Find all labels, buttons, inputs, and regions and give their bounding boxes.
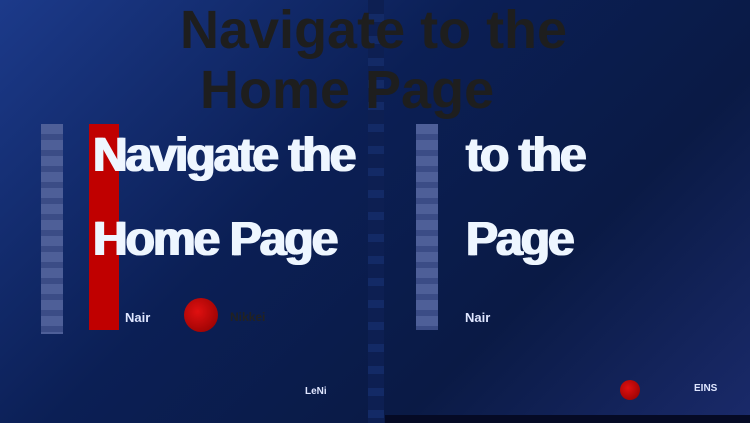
bottom-red-logo-icon bbox=[620, 380, 640, 400]
left-headline-line1: Navigate the bbox=[92, 129, 355, 182]
bottom-band bbox=[385, 415, 750, 423]
left-brand-logo: Nair bbox=[125, 310, 151, 325]
left-stripe bbox=[41, 124, 63, 334]
right-brand-logo: Nair bbox=[465, 310, 491, 325]
right-headline-line1: to the bbox=[465, 129, 586, 182]
bottom-left-logo: LeNi bbox=[305, 386, 327, 397]
accent-bar bbox=[89, 124, 119, 330]
left-headline-line2: Home Page bbox=[92, 213, 337, 266]
right-stripe bbox=[416, 124, 438, 330]
right-headline-line2: Page bbox=[465, 213, 574, 266]
partner-logo-text: Nikkei bbox=[230, 310, 266, 324]
ghost-headline-line2: Home Page bbox=[200, 60, 495, 120]
panel-divider bbox=[368, 0, 384, 423]
ghost-headline-line1: Navigate to the bbox=[180, 0, 568, 60]
bottom-right-logo: EINS bbox=[694, 383, 718, 394]
partner-logo-icon bbox=[184, 298, 218, 332]
